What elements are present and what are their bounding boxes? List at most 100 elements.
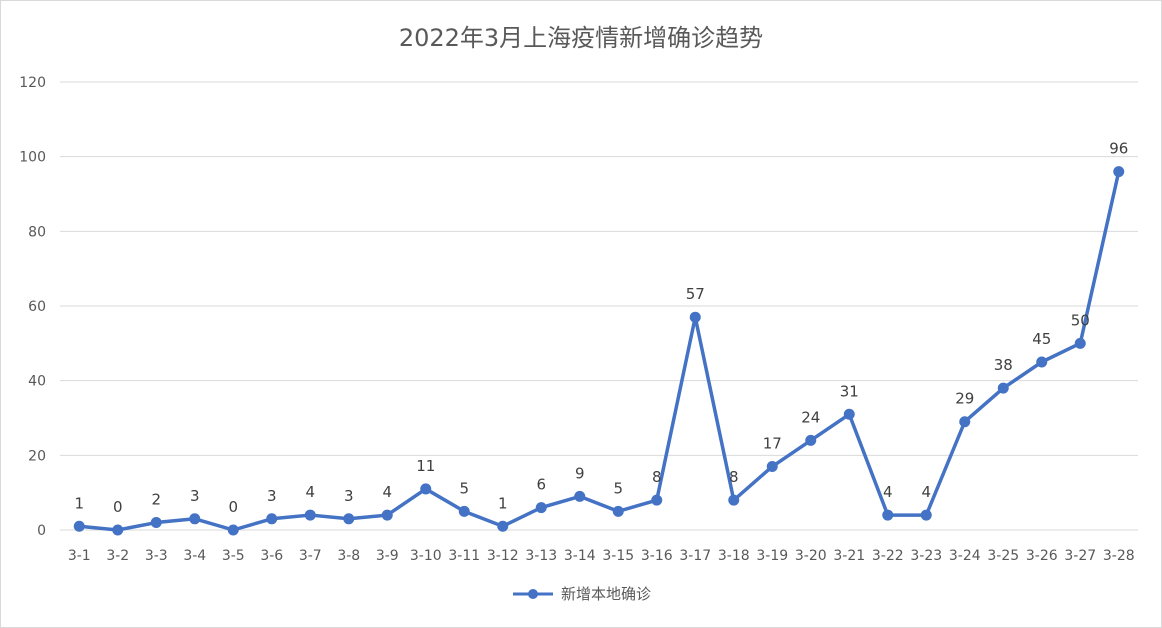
x-tick-label: 3-9 [376,548,399,564]
x-tick-label: 3-24 [949,548,981,564]
data-point [1036,356,1048,368]
data-point [73,520,85,532]
data-point [997,382,1009,394]
x-tick-label: 3-4 [183,548,206,564]
data-label: 31 [840,382,859,400]
x-tick-label: 3-14 [564,548,596,564]
data-label: 0 [113,498,123,516]
data-points [73,166,1125,536]
x-tick-label: 3-8 [337,548,360,564]
data-point [882,509,894,521]
data-point [651,494,663,506]
data-label: 4 [382,483,392,501]
x-tick-label: 3-12 [487,548,519,564]
data-point [1074,337,1086,349]
data-label: 6 [536,476,546,494]
x-tick-label: 3-21 [833,548,865,564]
data-label: 4 [305,483,315,501]
data-label: 50 [1071,311,1090,329]
x-tick-label: 3-15 [602,548,634,564]
x-tick-label: 3-7 [299,548,322,564]
y-tick-label: 0 [37,523,46,539]
data-labels: 1 0 2 3 0 3 4 3 4 11 5 1 6 9 5 8 57 8 17 24 31 4 4 29 38 45 50 96 [74,140,1128,516]
data-point [497,520,509,532]
data-point [420,483,432,495]
data-point [574,490,586,502]
data-point [1113,166,1125,178]
x-tick-label: 3-16 [641,548,673,564]
x-tick-label: 3-26 [1026,548,1058,564]
data-label: 8 [729,468,739,486]
x-tick-label: 3-2 [106,548,129,564]
data-label: 3 [267,487,277,505]
data-label: 45 [1032,330,1051,348]
x-tick-label: 3-23 [910,548,942,564]
data-point [266,513,278,525]
data-point [381,509,393,521]
series-line [79,171,1121,532]
y-tick-label: 120 [19,75,46,91]
x-tick-label: 3-3 [145,548,168,564]
x-tick-label: 3-28 [1103,548,1135,564]
data-point [343,513,355,525]
x-tick-label: 3-11 [448,548,480,564]
data-label: 11 [416,457,435,475]
data-point [189,513,201,525]
data-point [843,408,855,420]
legend-marker-icon [512,588,553,599]
data-point [766,461,778,473]
data-label: 4 [883,483,893,501]
data-point [458,505,470,517]
x-tick-label: 3-13 [525,548,557,564]
y-axis-tick-labels: 0 20 40 60 80 100 120 [19,75,46,539]
y-tick-label: 60 [28,299,46,315]
data-label: 5 [459,479,469,497]
data-label: 3 [190,487,200,505]
x-tick-label: 3-18 [718,548,750,564]
y-tick-label: 80 [28,224,46,240]
x-tick-label: 3-10 [410,548,442,564]
data-label: 96 [1109,140,1128,158]
x-tick-label: 3-19 [756,548,788,564]
x-tick-label: 3-17 [679,548,711,564]
data-label: 5 [613,479,623,497]
data-point [920,509,932,521]
data-label: 57 [686,285,705,303]
chart-title: 2022年3月上海疫情新增确诊趋势 [398,24,764,52]
data-label: 1 [498,494,508,512]
y-tick-label: 40 [28,374,46,390]
x-tick-label: 3-5 [222,548,245,564]
data-label: 9 [575,464,585,482]
data-label: 4 [921,483,931,501]
data-label: 1 [74,494,84,512]
data-point [304,509,316,521]
series-line-layer [79,171,1121,532]
data-point [959,416,971,428]
gridlines [60,81,1138,531]
data-point [728,494,740,506]
legend: 新增本地确诊 [0,583,1162,604]
data-label: 3 [344,487,354,505]
data-point [227,524,239,536]
x-tick-label: 3-25 [987,548,1019,564]
data-point [150,517,162,529]
data-label: 38 [994,356,1013,374]
data-point [612,505,624,517]
data-point [805,434,817,446]
x-tick-label: 3-6 [260,548,283,564]
y-tick-label: 20 [28,448,46,464]
y-tick-label: 100 [19,150,46,166]
data-label: 17 [763,435,782,453]
data-label: 29 [955,390,974,408]
x-tick-label: 3-20 [795,548,827,564]
data-label: 2 [151,491,161,509]
data-point [535,502,547,514]
data-label: 24 [801,408,820,426]
data-label: 8 [652,468,662,486]
data-point [112,524,124,536]
x-tick-label: 3-1 [68,548,91,564]
x-axis-tick-labels: 3-1 3-2 3-3 3-4 3-5 3-6 3-7 3-8 3-9 3-10 3-11 3-12 3… [68,548,1135,564]
data-point [689,311,701,323]
x-tick-label: 3-27 [1064,548,1096,564]
